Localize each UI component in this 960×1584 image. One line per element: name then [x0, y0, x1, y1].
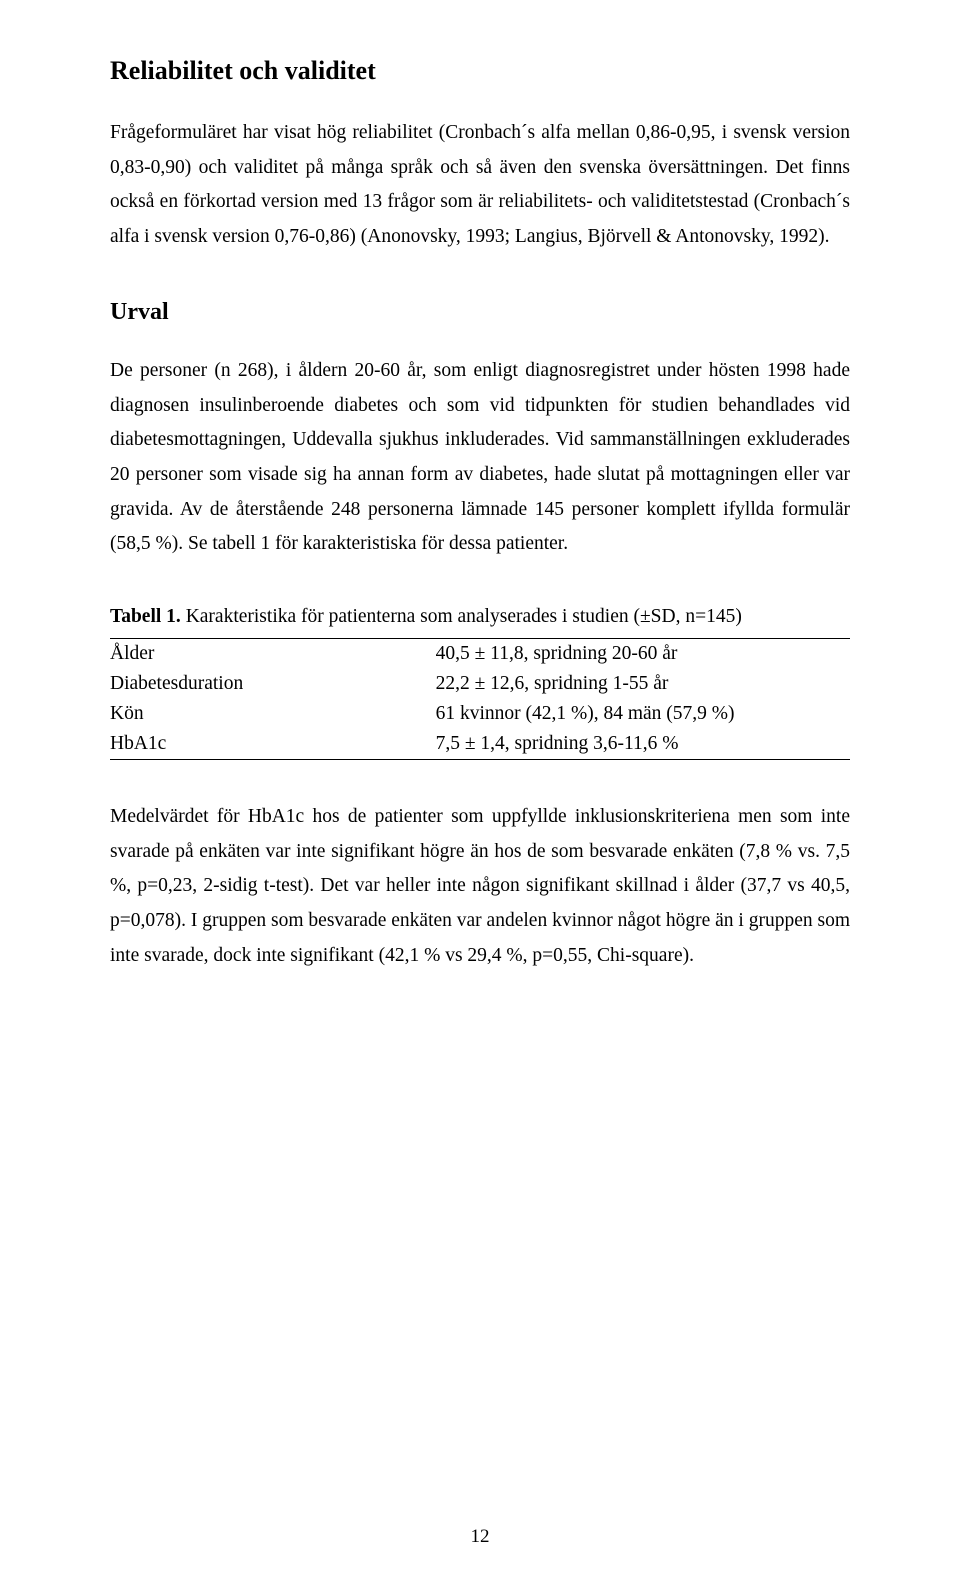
table-cell-label: Ålder [110, 639, 436, 670]
table-row: Diabetesduration 22,2 ± 12,6, spridning … [110, 669, 850, 699]
table-row: Ålder 40,5 ± 11,8, spridning 20-60 år [110, 639, 850, 670]
table-caption-label: Tabell 1. [110, 606, 181, 627]
table-cell-label: Kön [110, 699, 436, 729]
table-cell-value: 40,5 ± 11,8, spridning 20-60 år [436, 639, 850, 670]
table-cell-label: HbA1c [110, 729, 436, 760]
paragraph-1: Frågeformuläret har visat hög reliabilit… [110, 116, 850, 255]
table-caption-text: Karakteristika för patienterna som analy… [181, 606, 742, 627]
table-cell-value: 22,2 ± 12,6, spridning 1-55 år [436, 669, 850, 699]
paragraph-3: Medelvärdet för HbA1c hos de patienter s… [110, 800, 850, 974]
table-cell-label: Diabetesduration [110, 669, 436, 699]
page-number: 12 [0, 1526, 960, 1548]
table-row: HbA1c 7,5 ± 1,4, spridning 3,6-11,6 % [110, 729, 850, 760]
table-caption: Tabell 1. Karakteristika för patienterna… [110, 606, 850, 628]
paragraph-2: De personer (n 268), i åldern 20-60 år, … [110, 354, 850, 562]
document-page: Reliabilitet och validitet Frågeformulär… [0, 0, 960, 1584]
heading-reliabilitet: Reliabilitet och validitet [110, 56, 850, 86]
characteristics-table: Ålder 40,5 ± 11,8, spridning 20-60 år Di… [110, 638, 850, 760]
table-cell-value: 61 kvinnor (42,1 %), 84 män (57,9 %) [436, 699, 850, 729]
table-row: Kön 61 kvinnor (42,1 %), 84 män (57,9 %) [110, 699, 850, 729]
heading-urval: Urval [110, 299, 850, 326]
table-cell-value: 7,5 ± 1,4, spridning 3,6-11,6 % [436, 729, 850, 760]
